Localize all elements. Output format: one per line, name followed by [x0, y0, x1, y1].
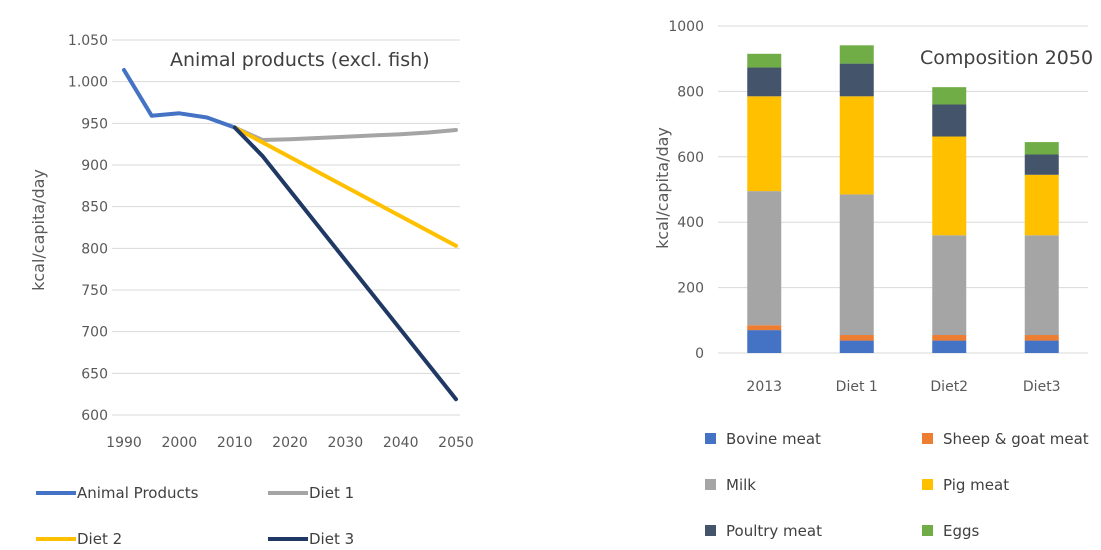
- bar-segment-milk: [932, 235, 967, 336]
- bar-segment-eggs: [839, 45, 874, 64]
- bar-segment-eggs: [1024, 142, 1059, 155]
- legend-swatch: [705, 479, 716, 490]
- y-tick-label: 1.050: [68, 33, 108, 49]
- bar-segment-bovine-meat: [932, 340, 967, 353]
- bar-segment-bovine-meat: [839, 340, 874, 353]
- x-tick-label: Diet2: [930, 379, 968, 395]
- bar-segment-poultry-meat: [932, 104, 967, 137]
- legend-label: Milk: [726, 476, 756, 494]
- line-chart-y-ticks: 600 650 700 750 800 850 900 950 1.000 1.050: [68, 33, 108, 424]
- bar-segment-milk: [839, 194, 874, 336]
- bar-segment-poultry-meat: [747, 67, 782, 97]
- y-tick-label: 800: [677, 84, 704, 100]
- line-chart-title: Animal products (excl. fish): [170, 49, 430, 71]
- bar-segment-pig-meat: [747, 96, 782, 192]
- bar-segment-eggs: [747, 53, 782, 68]
- bar-segment-milk: [747, 191, 782, 326]
- bar-segment-milk: [1024, 235, 1059, 336]
- y-tick-label: 600: [81, 408, 108, 424]
- y-tick-label: 1.000: [68, 75, 108, 91]
- legend-label: Poultry meat: [726, 522, 822, 540]
- bar-chart-bars: [747, 45, 1059, 353]
- legend-label: Diet 3: [309, 530, 354, 548]
- y-tick-label: 750: [81, 283, 108, 299]
- legend-swatch: [922, 479, 933, 490]
- bar-segment-bovine-meat: [747, 330, 782, 353]
- x-tick-label: Diet3: [1023, 379, 1061, 395]
- y-tick-label: 900: [81, 158, 108, 174]
- series-line-diet-2: [232, 125, 458, 248]
- bar-segment-sheep-goat-meat: [932, 335, 967, 341]
- legend-label: Diet 1: [309, 484, 354, 502]
- series-line-diet-1: [232, 125, 458, 142]
- bar-segment-poultry-meat: [1024, 154, 1059, 175]
- bar-segment-sheep-goat-meat: [839, 335, 874, 341]
- x-tick-label: 2010: [217, 435, 253, 451]
- legend-label: Pig meat: [943, 476, 1009, 494]
- legend-label: Animal Products: [77, 484, 199, 502]
- series-line-animal-products: [122, 68, 237, 130]
- line-chart-gridlines: [112, 39, 460, 416]
- bar-segment-pig-meat: [932, 136, 967, 236]
- y-tick-label: 400: [677, 215, 704, 231]
- legend-swatch: [705, 433, 716, 444]
- legend-label: Bovine meat: [726, 430, 821, 448]
- line-chart-x-ticks: 1990 2000 2010 2020 2030 2040 2050: [106, 435, 474, 451]
- series-line-diet-3: [232, 125, 458, 402]
- line-chart-y-axis-label: kcal/capita/day: [29, 169, 48, 291]
- y-tick-label: 950: [81, 116, 108, 132]
- legend-swatch: [922, 433, 933, 444]
- y-tick-label: 1000: [668, 19, 704, 35]
- line-chart-series: [122, 68, 458, 402]
- legend-label: Eggs: [943, 522, 980, 540]
- x-tick-label: 2030: [328, 435, 364, 451]
- y-tick-label: 0: [695, 346, 704, 362]
- legend-swatch: [922, 525, 933, 536]
- line-chart: 600 650 700 750 800 850 900 950 1.000 1.050 1990 2…: [29, 33, 474, 548]
- bar-segment-pig-meat: [839, 96, 874, 195]
- legend-swatch: [705, 525, 716, 536]
- bar-segment-sheep-goat-meat: [1024, 335, 1059, 341]
- bar-chart-x-ticks: 2013 Diet 1 Diet2 Diet3: [746, 379, 1060, 395]
- bar-segment-pig-meat: [1024, 174, 1059, 236]
- y-tick-label: 800: [81, 241, 108, 257]
- bar-chart: 0 200 400 600 800 1000 2013 Diet 1 Diet2 Diet3 C…: [653, 19, 1093, 540]
- y-tick-label: 200: [677, 281, 704, 297]
- legend-label: Diet 2: [77, 530, 122, 548]
- x-tick-label: 2013: [746, 379, 782, 395]
- x-tick-label: 2040: [383, 435, 419, 451]
- y-tick-label: 700: [81, 325, 108, 341]
- y-tick-label: 650: [81, 366, 108, 382]
- x-tick-label: 2050: [438, 435, 474, 451]
- bar-segment-eggs: [932, 87, 967, 105]
- bar-segment-poultry-meat: [839, 63, 874, 97]
- line-chart-legend: Animal Products Diet 1 Diet 2 Diet 3: [36, 484, 354, 548]
- bar-chart-y-ticks: 0 200 400 600 800 1000: [668, 19, 704, 362]
- bar-segment-bovine-meat: [1024, 340, 1059, 353]
- legend-label: Sheep & goat meat: [943, 430, 1089, 448]
- bar-segment-sheep-goat-meat: [747, 325, 782, 331]
- x-tick-label: 2020: [272, 435, 308, 451]
- x-tick-label: Diet 1: [836, 379, 878, 395]
- x-tick-label: 2000: [162, 435, 198, 451]
- x-tick-label: 1990: [106, 435, 142, 451]
- y-tick-label: 600: [677, 150, 704, 166]
- y-tick-label: 850: [81, 200, 108, 216]
- bar-chart-title: Composition 2050: [920, 47, 1093, 69]
- bar-chart-y-axis-label: kcal/capita/day: [653, 127, 672, 249]
- bar-chart-legend: Bovine meat Sheep & goat meat Milk Pig meat…: [705, 430, 1089, 540]
